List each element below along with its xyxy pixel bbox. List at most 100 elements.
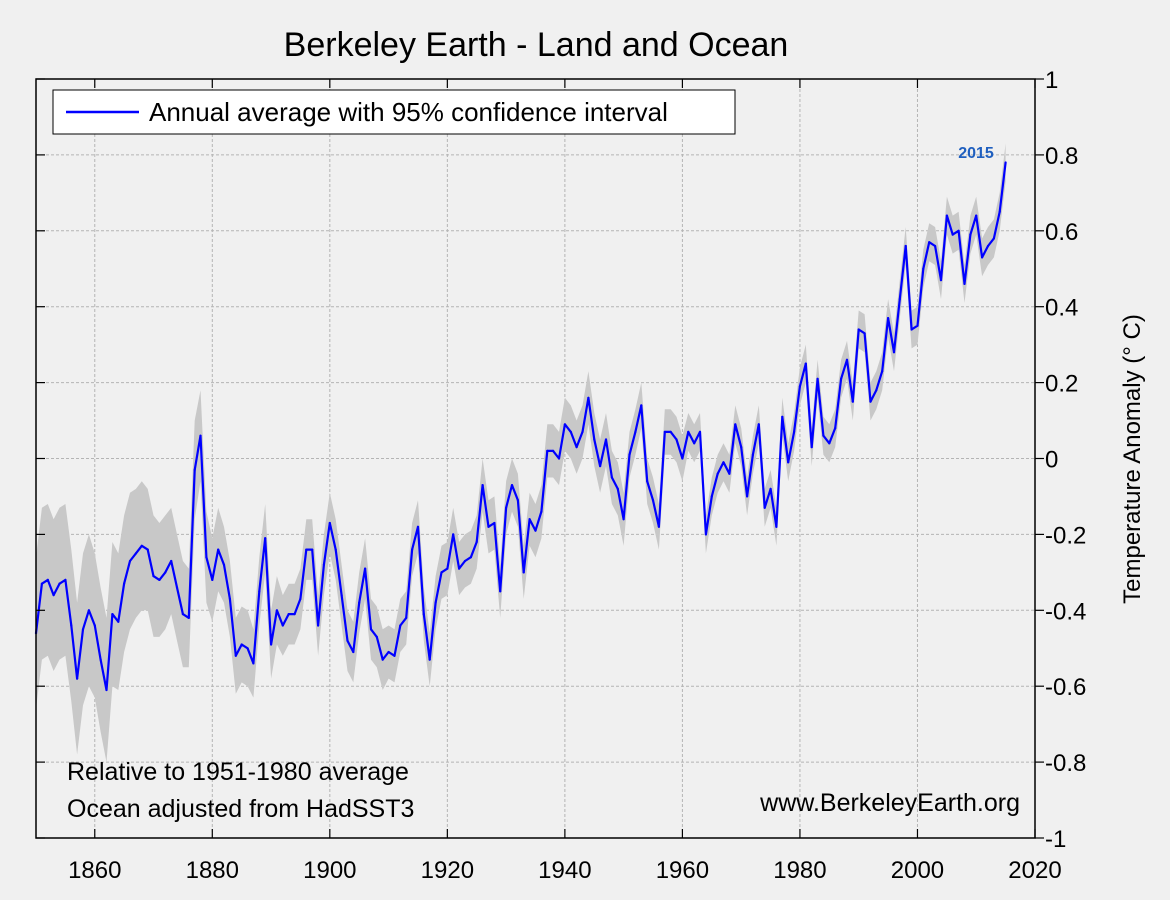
data-point xyxy=(76,677,79,680)
data-point xyxy=(610,476,614,479)
data-point xyxy=(804,362,807,365)
data-point xyxy=(710,495,713,498)
x-tick-label: 2020 xyxy=(1008,857,1061,884)
data-point xyxy=(622,518,625,521)
data-point xyxy=(822,434,825,437)
data-point xyxy=(428,658,431,661)
y-tick-label: 0.6 xyxy=(1045,219,1078,246)
x-tick-label: 1960 xyxy=(656,857,709,884)
plot-area-frame xyxy=(35,78,1036,839)
data-point xyxy=(334,548,337,551)
data-point xyxy=(211,578,214,582)
data-point xyxy=(810,446,813,449)
data-point xyxy=(857,328,860,331)
data-point xyxy=(411,548,414,551)
data-point xyxy=(146,548,149,551)
data-point xyxy=(975,214,978,217)
data-point xyxy=(399,624,402,627)
data-point xyxy=(340,594,343,597)
data-point xyxy=(828,442,831,445)
x-tick-label: 1860 xyxy=(68,857,121,884)
data-point xyxy=(669,430,672,433)
data-point xyxy=(851,400,854,403)
data-point xyxy=(358,601,361,604)
data-point xyxy=(798,385,802,388)
data-point xyxy=(270,643,273,646)
data-point xyxy=(434,601,437,604)
data-point xyxy=(505,506,508,509)
data-point xyxy=(258,590,261,593)
data-point xyxy=(93,624,96,627)
data-point xyxy=(910,328,913,331)
y-tick-label: 1 xyxy=(1045,67,1058,94)
data-point xyxy=(945,214,949,217)
data-point xyxy=(916,324,919,327)
data-point xyxy=(405,616,408,620)
y-tick-label: 0.4 xyxy=(1045,295,1078,322)
data-point xyxy=(422,613,425,616)
data-point xyxy=(939,279,943,282)
data-point xyxy=(516,499,520,502)
data-point xyxy=(704,533,708,536)
data-point xyxy=(769,487,772,490)
ocean-adjustment-note: Ocean adjusted from HadSST3 xyxy=(67,795,414,823)
data-point xyxy=(698,430,702,433)
data-point xyxy=(522,571,525,574)
latest-year-annotation: 2015 xyxy=(958,145,994,162)
data-point xyxy=(875,389,878,392)
data-point xyxy=(663,430,666,433)
data-point xyxy=(287,613,290,616)
data-point xyxy=(793,430,796,433)
data-point xyxy=(757,423,760,426)
data-point xyxy=(305,548,308,551)
data-point xyxy=(651,499,655,502)
data-point xyxy=(951,233,954,236)
data-point xyxy=(416,525,420,528)
data-point xyxy=(716,472,719,475)
data-point xyxy=(140,544,143,547)
data-point xyxy=(934,244,937,248)
data-point xyxy=(111,613,114,616)
data-point xyxy=(892,351,896,354)
data-point xyxy=(992,237,996,240)
data-point xyxy=(746,495,749,498)
y-tick-label: 0 xyxy=(1045,447,1058,474)
y-tick-label: -0.4 xyxy=(1045,598,1086,625)
data-point xyxy=(845,358,849,361)
data-point xyxy=(751,453,755,456)
data-point xyxy=(458,567,461,570)
data-point xyxy=(375,635,378,639)
data-point xyxy=(205,556,208,559)
data-point xyxy=(58,582,61,585)
data-point xyxy=(534,529,537,532)
x-tick-label: 1980 xyxy=(773,857,826,884)
data-point xyxy=(105,688,108,692)
data-point xyxy=(869,400,872,403)
data-point xyxy=(887,317,890,320)
data-point xyxy=(369,628,373,631)
y-tick-label: -0.8 xyxy=(1045,750,1086,777)
data-point xyxy=(986,244,990,248)
y-tick-label: -0.6 xyxy=(1045,674,1086,701)
x-tick-label: 2000 xyxy=(891,857,944,884)
data-point xyxy=(299,597,302,601)
data-point xyxy=(387,650,390,654)
data-point xyxy=(834,427,837,430)
data-point xyxy=(640,404,643,407)
data-point xyxy=(246,647,249,650)
data-point xyxy=(352,650,355,654)
data-point xyxy=(575,446,578,449)
data-point xyxy=(546,449,549,452)
y-axis-label: Temperature Anomaly (° C) xyxy=(1119,314,1146,604)
x-tick-label: 1880 xyxy=(186,857,239,884)
data-point xyxy=(552,449,555,452)
data-point xyxy=(540,510,543,513)
gridlines xyxy=(36,79,1035,838)
data-point xyxy=(275,609,278,612)
data-point xyxy=(969,233,972,236)
data-point xyxy=(81,628,85,631)
data-point xyxy=(322,563,325,566)
data-point xyxy=(981,256,984,259)
data-point xyxy=(481,484,484,487)
